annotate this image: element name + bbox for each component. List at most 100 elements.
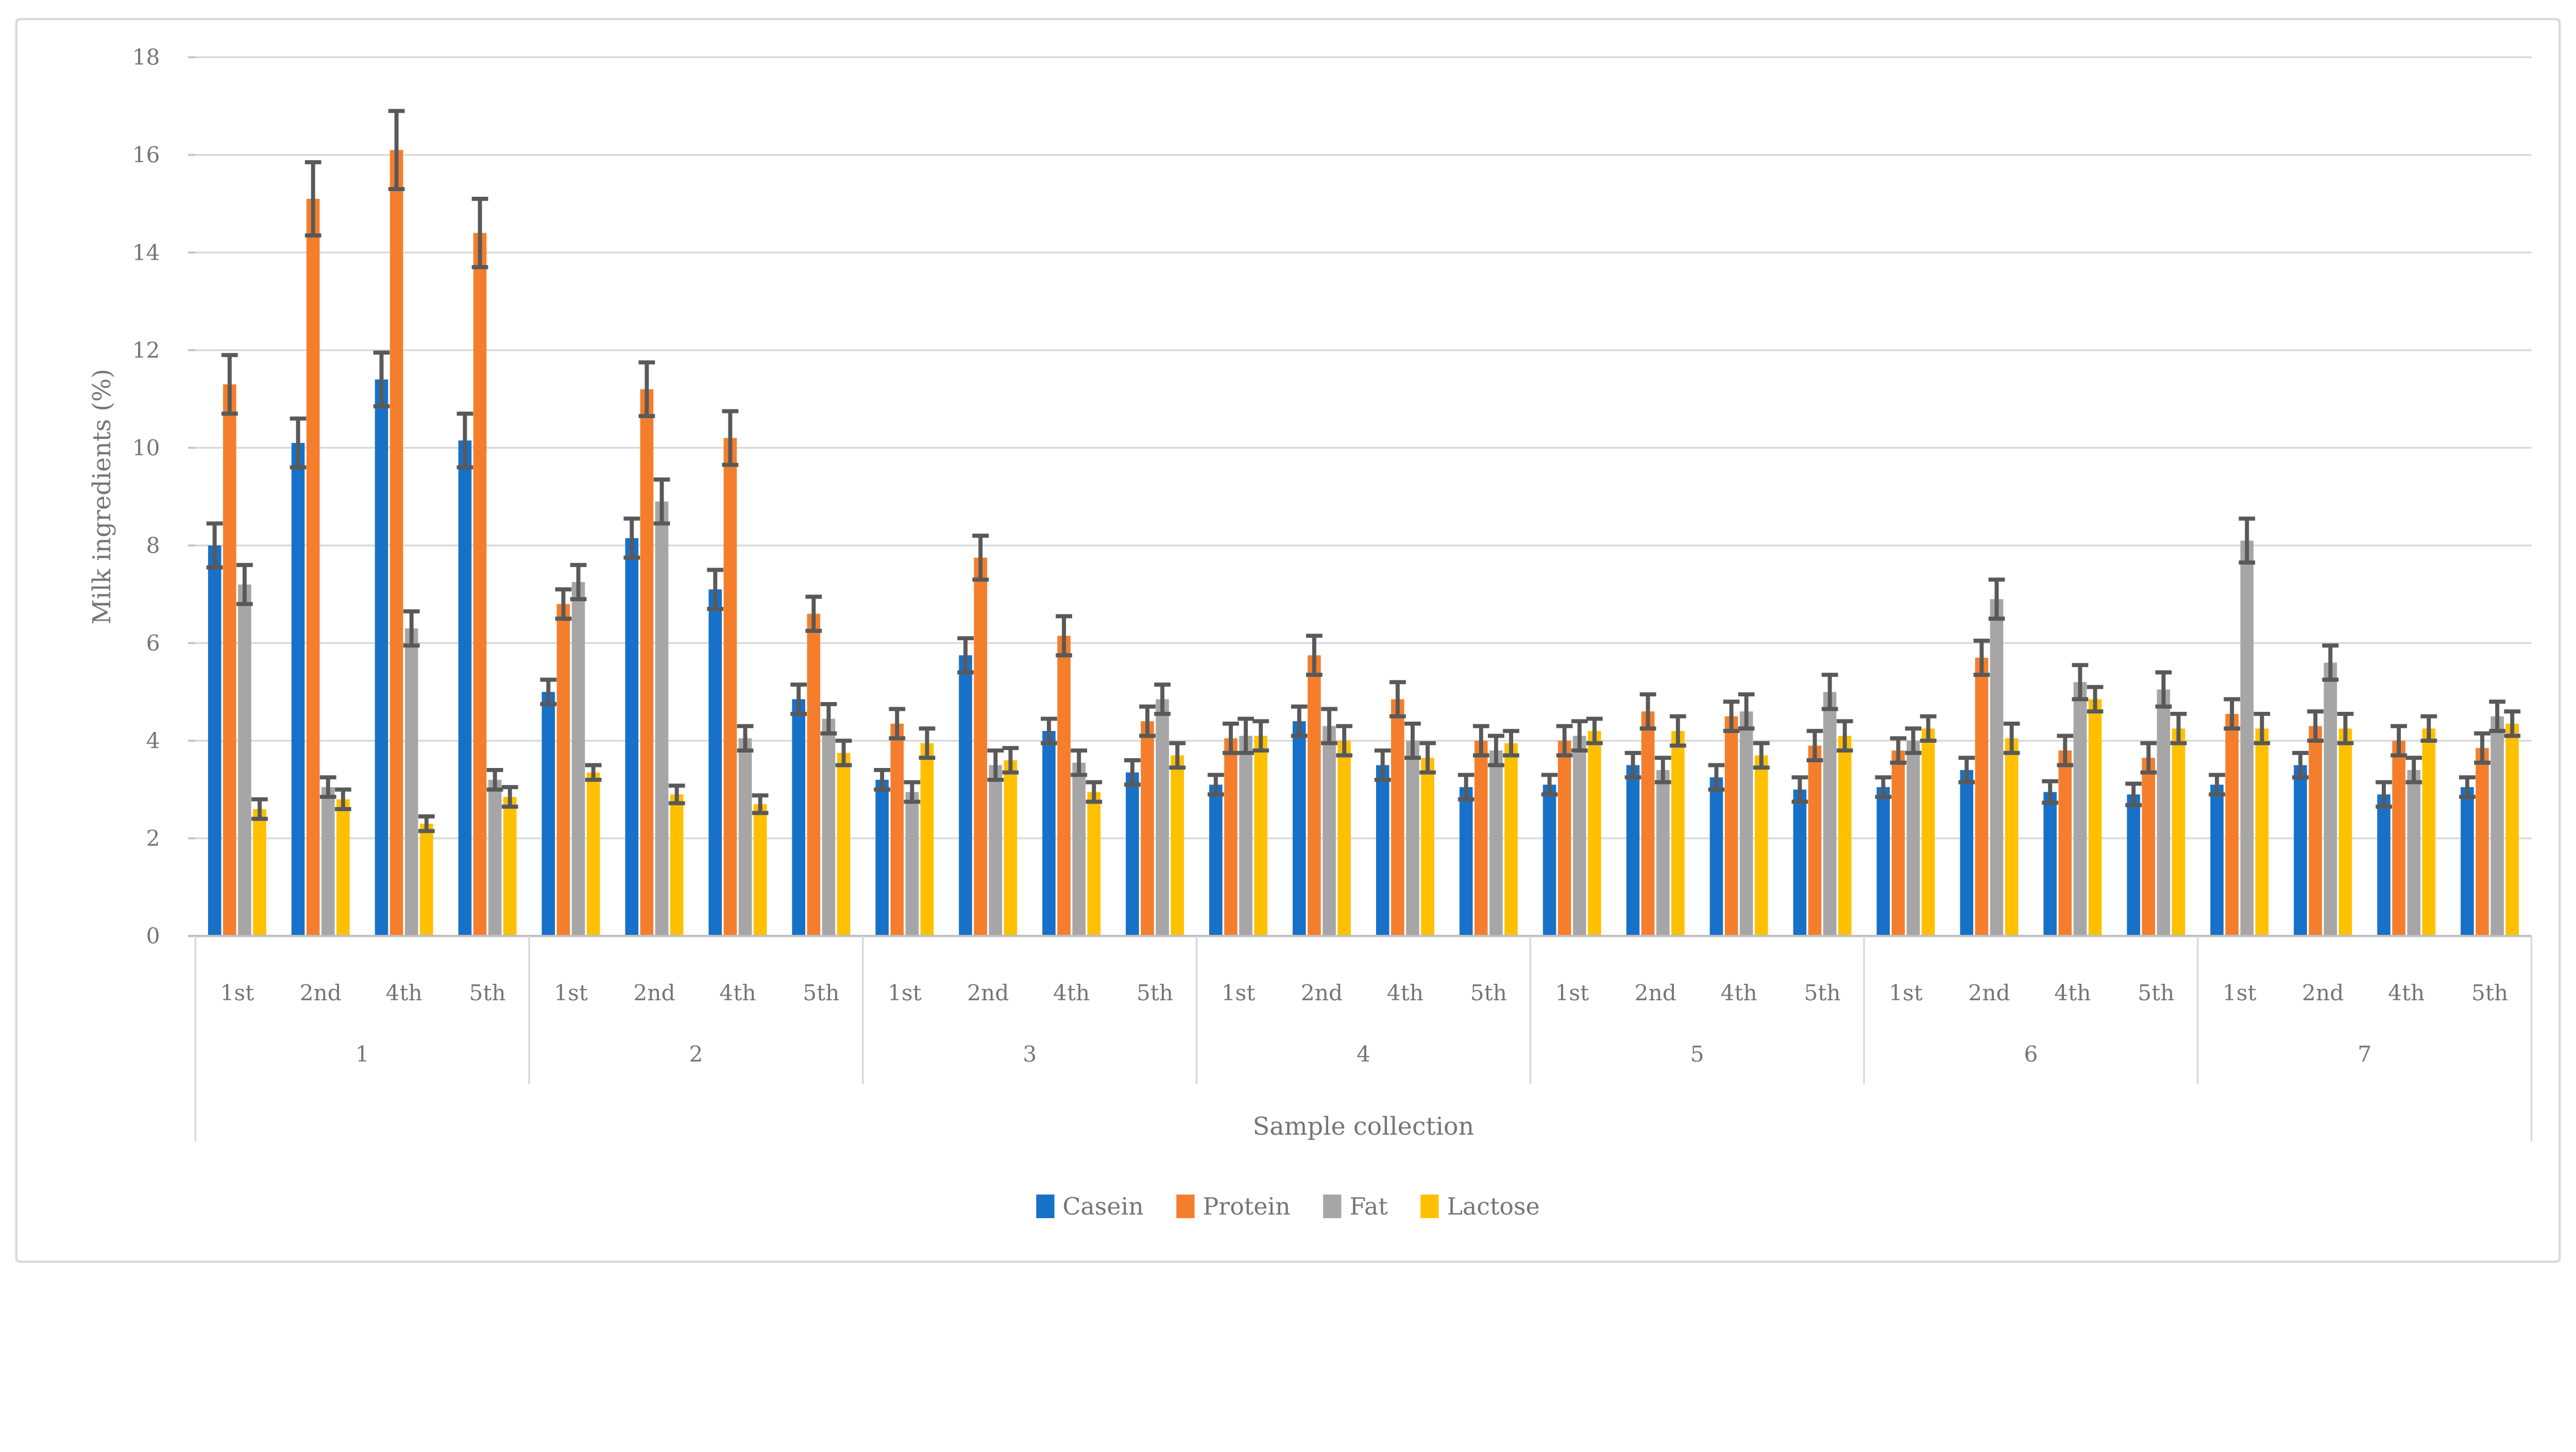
bar-lactose (2255, 728, 2269, 936)
y-tick-label: 8 (146, 533, 160, 558)
bar-casein (1793, 789, 1807, 936)
bar-casein (458, 440, 472, 936)
bar-casein (2210, 784, 2224, 936)
bar-fat (2073, 682, 2087, 936)
subgroup-label: 5th (2138, 980, 2174, 1005)
legend-swatch-fat (1323, 1194, 1342, 1219)
subgroup-label: 2nd (1635, 980, 1676, 1005)
subgroup-label: 4th (719, 980, 756, 1005)
bar-protein (1808, 745, 1822, 936)
bar-lactose (2422, 728, 2436, 936)
bar-lactose (2088, 699, 2102, 936)
bar-fat (905, 792, 919, 936)
subgroup-label: 1st (1222, 980, 1256, 1005)
subgroup-label: 4th (1721, 980, 1757, 1005)
bar-lactose (586, 772, 600, 936)
y-tick-label: 10 (132, 435, 160, 460)
bar-lactose (1838, 736, 1852, 936)
bar-lactose (1755, 755, 1768, 936)
bar-lactose (253, 809, 266, 936)
group-label: 1 (355, 1041, 369, 1067)
bar-lactose (1254, 736, 1267, 936)
bar-fat (571, 582, 585, 936)
bar-protein (1975, 657, 1989, 936)
bar-fat (238, 584, 251, 936)
bar-lactose (1087, 792, 1101, 936)
bar-lactose (1004, 760, 1018, 936)
subgroup-label: 5th (469, 980, 506, 1005)
bar-fat (738, 738, 752, 936)
bar-protein (2058, 750, 2072, 936)
legend-label: Casein (1062, 1192, 1143, 1220)
bar-protein (1724, 716, 1738, 936)
bar-lactose (2505, 723, 2519, 936)
subgroup-label: 2nd (2302, 980, 2344, 1005)
bar-lactose (920, 743, 934, 936)
bar-casein (1543, 784, 1556, 936)
subgroup-label: 2nd (300, 980, 342, 1005)
subgroup-label: 2nd (1301, 980, 1343, 1005)
subgroup-label: 1st (1555, 980, 1589, 1005)
subgroup-label: 2nd (1968, 980, 2010, 1005)
bar-fat (1323, 726, 1336, 936)
y-tick-label: 0 (146, 924, 160, 949)
bar-fat (1906, 741, 1920, 936)
bar-fat (655, 501, 669, 936)
bar-fat (2324, 662, 2337, 936)
bar-fat (1406, 741, 1419, 936)
y-tick-label: 2 (146, 826, 160, 851)
bar-casein (1960, 770, 1974, 936)
subgroup-label: 1st (888, 980, 922, 1005)
bar-fat (2157, 689, 2171, 936)
group-label: 7 (2358, 1041, 2371, 1067)
bar-fat (1823, 692, 1837, 936)
subgroup-label: 1st (1889, 980, 1923, 1005)
bar-casein (1126, 772, 1139, 936)
bar-fat (1072, 762, 1086, 936)
bar-protein (1057, 636, 1071, 936)
bar-protein (306, 199, 320, 936)
bar-lactose (1421, 758, 1434, 936)
bar-casein (541, 692, 555, 936)
bar-protein (1141, 721, 1154, 936)
subgroup-label: 4th (2054, 980, 2091, 1005)
group-label: 5 (1690, 1041, 1704, 1067)
y-tick-label: 4 (146, 728, 160, 754)
bar-casein (1709, 777, 1723, 936)
bar-fat (488, 779, 502, 936)
bar-lactose (837, 753, 851, 936)
bar-protein (807, 613, 821, 936)
bar-casein (1042, 731, 1056, 936)
bar-casein (2377, 794, 2391, 936)
bar-protein (1308, 655, 1321, 936)
subgroup-label: 5th (1137, 980, 1173, 1005)
legend-label: Fat (1349, 1192, 1388, 1220)
bar-casein (375, 379, 388, 936)
bar-casein (959, 655, 972, 936)
bar-fat (404, 628, 418, 936)
bar-lactose (1504, 743, 1518, 936)
bar-lactose (1171, 755, 1184, 936)
bar-casein (2043, 792, 2057, 936)
legend-swatch-casein (1036, 1194, 1055, 1219)
bar-fat (2407, 770, 2420, 936)
bar-protein (2225, 713, 2239, 936)
subgroup-label: 5th (2471, 980, 2508, 1005)
legend-swatch-protein (1176, 1194, 1195, 1219)
bar-casein (1876, 787, 1890, 936)
bar-casein (792, 699, 805, 936)
group-label: 3 (1023, 1041, 1037, 1067)
bar-protein (2392, 741, 2405, 936)
bar-protein (1557, 741, 1571, 936)
subgroup-label: 2nd (967, 980, 1009, 1005)
bar-fat (2240, 540, 2254, 936)
bar-lactose (753, 804, 767, 936)
bar-casein (1293, 721, 1306, 936)
subgroup-label: 4th (386, 980, 422, 1005)
bar-protein (556, 604, 570, 936)
bar-fat (1990, 599, 2004, 936)
bar-fat (321, 787, 335, 936)
bar-lactose (503, 797, 517, 936)
bar-fat (1156, 699, 1169, 936)
bar-casein (708, 589, 722, 936)
